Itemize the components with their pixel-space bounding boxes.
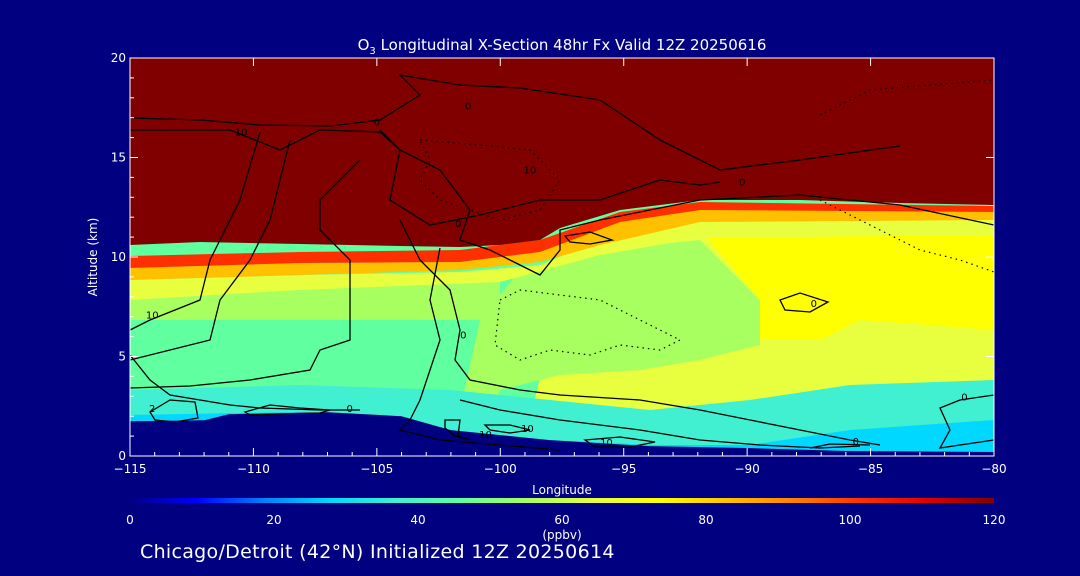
contour-label: 0 — [853, 437, 859, 448]
contour-label: 0 — [460, 331, 466, 342]
x-axis-label: Longitude — [532, 483, 592, 497]
stratosphere-region — [130, 58, 994, 247]
contour-closed-6 — [583, 436, 656, 448]
x-axis: −115 −110 −105 −100 −95 −90 −85 −80 — [114, 58, 1007, 476]
upper-band-green — [130, 280, 500, 320]
colorbar-strip — [130, 498, 994, 503]
contour-dotted-2 — [494, 289, 682, 361]
contour-label: 0 — [347, 404, 353, 415]
contour-lines — [130, 74, 994, 451]
plot-area: 10 0 0 10 0 0 10 0 0 2 0 10 10 10 0 0 — [130, 58, 994, 456]
contour-label: 10 — [524, 165, 537, 176]
colorbar-unit-label: (ppbv) — [542, 528, 581, 542]
contour-label: 0 — [961, 392, 967, 403]
contour-closed-7 — [444, 419, 471, 441]
contour-label: 0 — [739, 177, 745, 188]
colorbar-tick-label: 120 — [983, 513, 1006, 527]
x-tick-label: −90 — [734, 462, 759, 476]
contour-solid-7 — [399, 219, 881, 446]
band-mid-green — [450, 240, 760, 456]
y-tick-label: 15 — [111, 151, 126, 165]
contour-dotted-4 — [819, 79, 994, 116]
contour-solid-5 — [130, 159, 361, 389]
y-tick-label: 20 — [111, 51, 126, 65]
contour-closed-2 — [779, 292, 830, 313]
contour-solid-12 — [809, 443, 871, 449]
contour-solid-3 — [130, 131, 261, 331]
contour-solid-2 — [130, 129, 721, 226]
terrain-mask — [130, 412, 994, 456]
colorbar: 0 20 40 60 80 100 120 (ppbv) — [126, 498, 1005, 542]
y-axis-label: Altitude (km) — [86, 218, 100, 297]
y-tick-label: 0 — [118, 449, 126, 463]
contour-label: 10 — [235, 128, 248, 139]
contour-solid-1 — [130, 74, 901, 171]
x-tick-label: −115 — [114, 462, 147, 476]
upper-band-orange — [130, 206, 994, 280]
init-footer: Chicago/Detroit (42°N) Initialized 12Z 2… — [140, 541, 615, 563]
contour-dotted-lines — [418, 79, 994, 361]
colorbar-tick-label: 80 — [698, 513, 713, 527]
contour-label: 0 — [465, 102, 471, 113]
contour-solid-4 — [130, 139, 291, 361]
contour-dotted-1 — [418, 139, 561, 221]
contour-labels: 10 0 0 10 0 0 10 0 0 2 0 10 10 10 0 0 — [146, 102, 968, 449]
upper-band-red-orange — [130, 202, 994, 268]
colorbar-tick-label: 60 — [554, 513, 569, 527]
x-tick-label: −110 — [237, 462, 270, 476]
contour-label: 0 — [811, 299, 817, 310]
contour-closed-4 — [243, 404, 331, 416]
contour-label: 10 — [146, 311, 159, 322]
colorbar-tick-label: 20 — [266, 513, 281, 527]
colorbar-tick-label: 40 — [410, 513, 425, 527]
band-yellow-bright — [700, 215, 994, 340]
contour-closed-3 — [149, 399, 199, 423]
contour-label: 0 — [455, 219, 461, 230]
x-tick-label: −100 — [484, 462, 517, 476]
contour-solid-11 — [938, 394, 994, 449]
colorbar-ticks: 0 20 40 60 80 100 120 — [126, 513, 1005, 527]
colorbar-tick-label: 0 — [126, 513, 134, 527]
contour-label: 10 — [600, 438, 613, 449]
contour-label: 2 — [149, 404, 155, 415]
contour-closed-1 — [563, 231, 615, 245]
contour-solid-6 — [379, 129, 994, 276]
y-tick-label: 5 — [118, 350, 126, 364]
colorbar-tick-label: 100 — [839, 513, 862, 527]
chart-title: O3 Longitudinal X-Section 48hr Fx Valid … — [358, 36, 767, 57]
contour-dotted-3 — [819, 199, 994, 273]
contour-label: 10 — [479, 430, 492, 441]
upper-band-yellow — [130, 210, 994, 300]
contour-solid-8 — [398, 247, 561, 451]
contour-solid-10 — [130, 354, 360, 411]
contour-label: 10 — [521, 424, 534, 435]
contour-label: 0 — [374, 118, 380, 129]
y-tick-label: 10 — [111, 250, 126, 264]
x-tick-label: −80 — [981, 462, 1006, 476]
x-tick-label: −95 — [611, 462, 636, 476]
x-tick-label: −105 — [360, 462, 393, 476]
contour-closed-5 — [483, 424, 531, 434]
x-tick-label: −85 — [858, 462, 883, 476]
